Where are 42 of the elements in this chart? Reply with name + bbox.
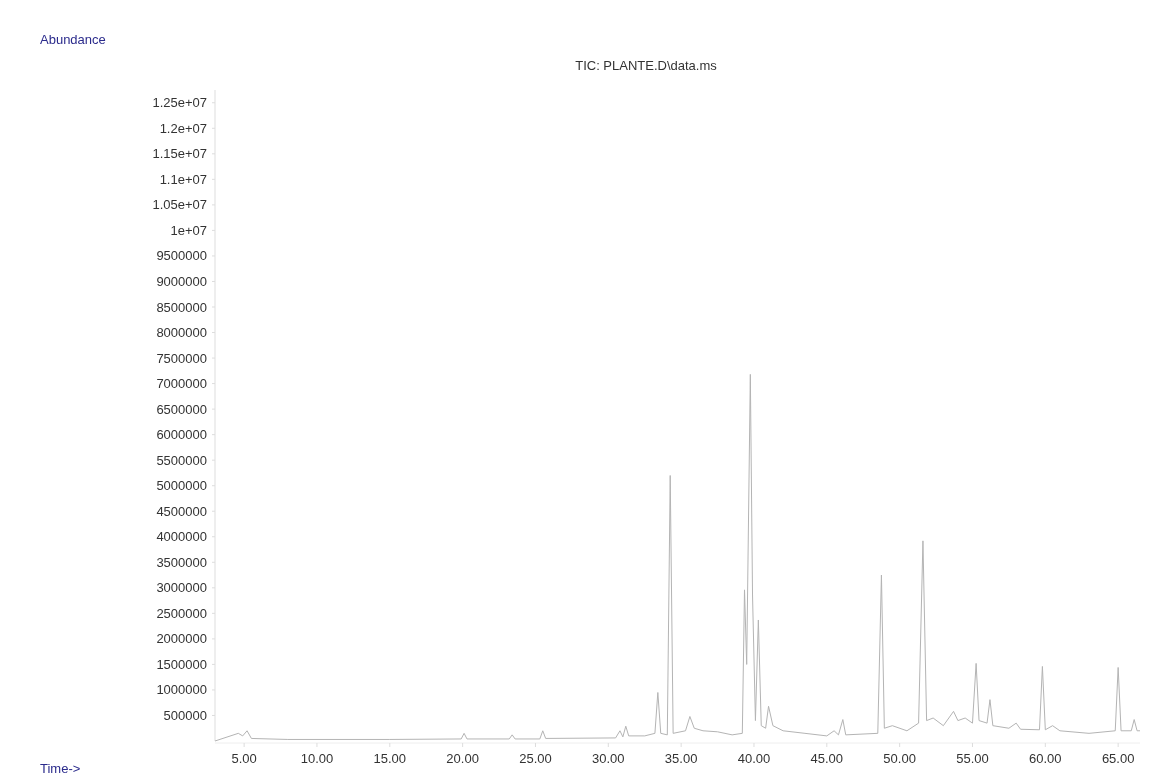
x-tick-label: 60.00 bbox=[1029, 751, 1062, 766]
y-tick-label: 9500000 bbox=[156, 248, 207, 264]
y-tick-label: 1.25e+07 bbox=[152, 95, 207, 111]
x-tick-label: 30.00 bbox=[592, 751, 625, 766]
y-tick-label: 500000 bbox=[163, 708, 207, 724]
y-axis-title: Abundance bbox=[40, 32, 106, 47]
y-tick-label: 6000000 bbox=[156, 427, 207, 443]
y-tick-label: 8500000 bbox=[156, 299, 207, 315]
y-tick-label: 5000000 bbox=[156, 478, 207, 494]
y-tick-label: 3000000 bbox=[156, 580, 207, 596]
x-tick-label: 5.00 bbox=[231, 751, 257, 766]
y-tick-label: 3500000 bbox=[156, 554, 207, 570]
y-tick-label: 2500000 bbox=[156, 605, 207, 621]
x-tick-label: 25.00 bbox=[519, 751, 552, 766]
y-tick-label: 7000000 bbox=[156, 376, 207, 392]
y-tick-label: 8000000 bbox=[156, 325, 207, 341]
x-tick-label: 15.00 bbox=[373, 751, 407, 766]
text: Time-> bbox=[40, 761, 81, 776]
y-tick-label: 4500000 bbox=[156, 503, 207, 519]
x-tick-label: 45.00 bbox=[810, 751, 844, 766]
line-series bbox=[214, 373, 1141, 742]
chart-title: TIC: PLANTE.D\data.ms bbox=[575, 58, 718, 73]
y-tick-label: 5500000 bbox=[156, 452, 207, 468]
y-tick-label: 9000000 bbox=[156, 274, 207, 290]
y-tick-label: 7500000 bbox=[156, 350, 207, 366]
y-tick-label: 1.2e+07 bbox=[159, 120, 207, 136]
x-tick-label: 55.00 bbox=[956, 751, 989, 766]
y-tick-label: 1e+07 bbox=[170, 222, 207, 238]
x-tick-label: 40.00 bbox=[737, 751, 771, 766]
y-tick-label: 1.05e+07 bbox=[152, 197, 207, 213]
x-tick-label: 65.00 bbox=[1101, 751, 1135, 766]
x-tick-label: 20.00 bbox=[446, 751, 479, 766]
y-tick-label: 2000000 bbox=[156, 631, 207, 647]
x-tick-label: 10.00 bbox=[300, 751, 334, 766]
y-tick-label: 1.15e+07 bbox=[152, 146, 207, 162]
x-tick-label: 35.00 bbox=[664, 751, 698, 766]
y-tick-label: 4000000 bbox=[156, 529, 207, 545]
y-tick-label: 6500000 bbox=[156, 401, 207, 417]
y-tick-label: 1.1e+07 bbox=[159, 171, 207, 187]
y-tick-label: 1000000 bbox=[156, 682, 207, 698]
y-tick-label: 1500000 bbox=[156, 656, 207, 672]
x-tick-label: 50.00 bbox=[883, 751, 916, 766]
